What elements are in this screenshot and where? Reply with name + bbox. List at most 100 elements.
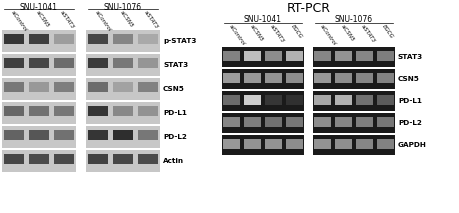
- Text: siSTAT3: siSTAT3: [269, 24, 285, 44]
- Text: CSN5: CSN5: [398, 76, 420, 82]
- Text: SNU-1076: SNU-1076: [104, 3, 142, 12]
- Bar: [136, 150, 160, 172]
- Bar: [265, 95, 282, 105]
- Bar: [356, 139, 373, 149]
- Bar: [27, 150, 51, 172]
- Bar: [334, 135, 353, 155]
- Bar: [2, 126, 26, 148]
- Bar: [111, 102, 135, 124]
- Bar: [313, 47, 332, 67]
- Text: siControl: siControl: [10, 10, 28, 33]
- Bar: [86, 30, 110, 52]
- Bar: [223, 73, 241, 83]
- Bar: [244, 139, 261, 149]
- Bar: [86, 78, 110, 100]
- Text: siCSN5: siCSN5: [340, 24, 355, 43]
- Text: siCSN5: siCSN5: [119, 10, 134, 29]
- Bar: [355, 47, 374, 67]
- Bar: [265, 117, 282, 127]
- Text: siControl: siControl: [228, 24, 246, 47]
- Bar: [244, 73, 261, 83]
- Bar: [138, 82, 158, 92]
- Bar: [243, 135, 262, 155]
- Bar: [2, 78, 26, 100]
- Bar: [355, 135, 374, 155]
- Bar: [111, 150, 135, 172]
- Bar: [285, 95, 303, 105]
- Bar: [313, 47, 395, 67]
- Bar: [111, 126, 135, 148]
- Bar: [313, 91, 332, 111]
- Bar: [285, 73, 303, 83]
- Bar: [244, 51, 261, 61]
- Bar: [52, 78, 76, 100]
- Bar: [314, 117, 331, 127]
- Bar: [285, 135, 304, 155]
- Bar: [4, 82, 24, 92]
- Bar: [113, 130, 133, 140]
- Bar: [314, 95, 331, 105]
- Bar: [313, 135, 395, 155]
- Text: siSTAT3: siSTAT3: [144, 10, 160, 30]
- Bar: [29, 58, 49, 68]
- Bar: [27, 30, 51, 52]
- Bar: [136, 102, 160, 124]
- Bar: [314, 139, 331, 149]
- Text: PD-L1: PD-L1: [398, 98, 422, 104]
- Bar: [54, 82, 74, 92]
- Bar: [356, 51, 373, 61]
- Bar: [113, 58, 133, 68]
- Bar: [4, 106, 24, 116]
- Text: siSTAT3: siSTAT3: [60, 10, 76, 30]
- Bar: [244, 117, 261, 127]
- Bar: [29, 106, 49, 116]
- Bar: [86, 30, 160, 52]
- Bar: [375, 113, 395, 133]
- Bar: [355, 91, 374, 111]
- Bar: [2, 78, 76, 100]
- Text: PD-L1: PD-L1: [163, 110, 187, 116]
- Bar: [264, 113, 283, 133]
- Bar: [54, 58, 74, 68]
- Bar: [88, 154, 108, 164]
- Bar: [356, 117, 373, 127]
- Bar: [285, 69, 304, 89]
- Text: CSN5: CSN5: [163, 86, 185, 92]
- Bar: [265, 73, 282, 83]
- Bar: [313, 69, 332, 89]
- Bar: [4, 35, 24, 44]
- Bar: [335, 51, 352, 61]
- Bar: [285, 47, 304, 67]
- Bar: [285, 91, 304, 111]
- Bar: [375, 69, 395, 89]
- Bar: [222, 135, 241, 155]
- Bar: [334, 69, 353, 89]
- Bar: [2, 30, 26, 52]
- Bar: [376, 117, 394, 127]
- Bar: [313, 113, 332, 133]
- Bar: [138, 58, 158, 68]
- Bar: [27, 54, 51, 76]
- Bar: [335, 95, 352, 105]
- Bar: [113, 35, 133, 44]
- Bar: [52, 30, 76, 52]
- Bar: [285, 117, 303, 127]
- Bar: [136, 78, 160, 100]
- Bar: [223, 51, 241, 61]
- Text: EGCG: EGCG: [381, 24, 394, 40]
- Bar: [4, 58, 24, 68]
- Bar: [88, 106, 108, 116]
- Bar: [136, 30, 160, 52]
- Bar: [86, 102, 110, 124]
- Text: EGCG: EGCG: [290, 24, 303, 40]
- Bar: [313, 91, 395, 111]
- Bar: [136, 54, 160, 76]
- Bar: [285, 51, 303, 61]
- Bar: [243, 47, 262, 67]
- Bar: [222, 113, 241, 133]
- Bar: [313, 135, 332, 155]
- Bar: [2, 30, 76, 52]
- Bar: [264, 135, 283, 155]
- Text: siControl: siControl: [319, 24, 337, 47]
- Bar: [86, 102, 160, 124]
